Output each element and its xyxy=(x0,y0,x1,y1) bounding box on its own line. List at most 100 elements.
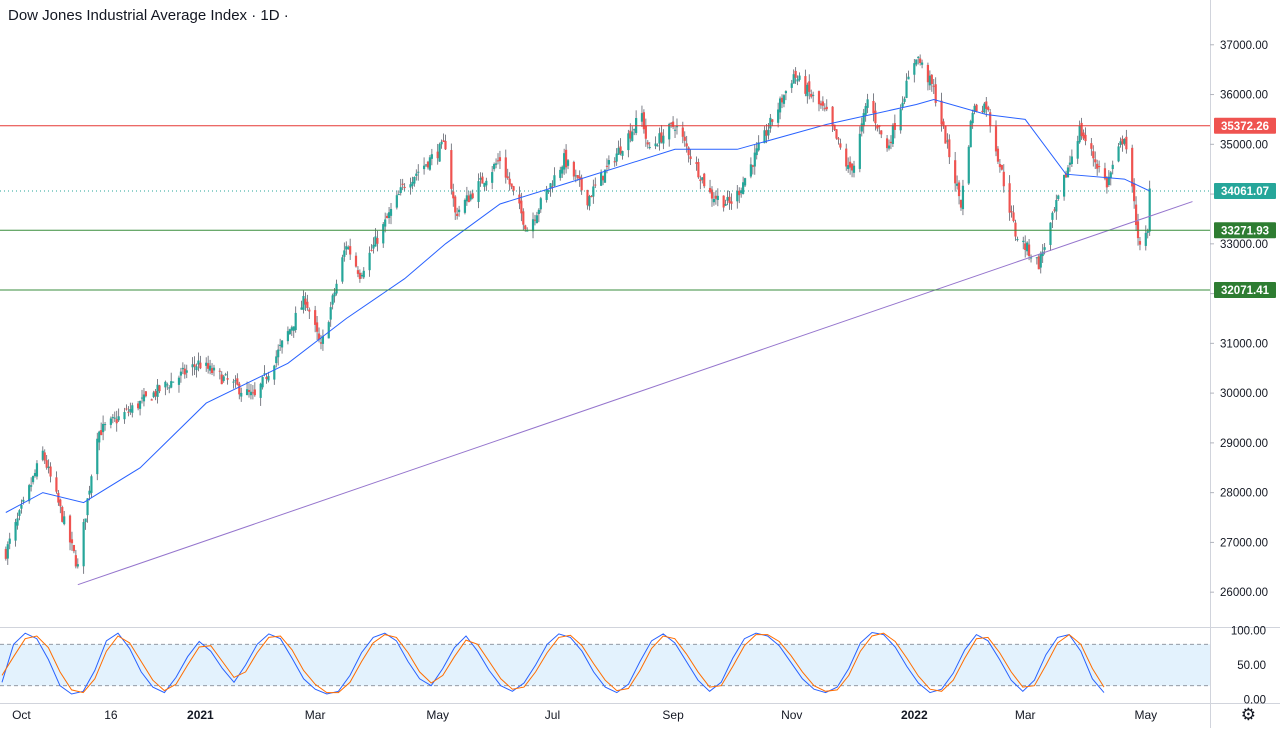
candle-down xyxy=(144,391,148,397)
candle-down xyxy=(695,162,698,164)
candle-up xyxy=(1148,188,1151,232)
candle-up xyxy=(526,230,529,232)
y-tick-label: 37000.00 xyxy=(1220,40,1268,52)
candle-down xyxy=(504,157,507,178)
y-tick-label: 26000.00 xyxy=(1220,587,1268,599)
y-tick-label: 28000.00 xyxy=(1220,488,1268,500)
candle-up xyxy=(673,129,677,131)
candle-up xyxy=(740,190,743,194)
candle-up xyxy=(343,250,346,257)
candle-up xyxy=(397,194,400,196)
candle-down xyxy=(722,195,725,208)
candle-up xyxy=(140,397,144,399)
candle-down xyxy=(930,74,933,84)
candle-up xyxy=(806,84,809,97)
candle-up xyxy=(812,94,815,96)
candle-up xyxy=(33,473,37,476)
candle-down xyxy=(1096,163,1099,169)
candle-up xyxy=(86,498,89,516)
candle-down xyxy=(926,64,930,83)
y-tick-label: 31000.00 xyxy=(1220,338,1268,350)
candle-up xyxy=(712,199,716,203)
candle-up xyxy=(168,387,171,389)
candle-down xyxy=(358,272,361,279)
candle-up xyxy=(790,83,793,88)
candle-up xyxy=(280,340,284,348)
candle-up xyxy=(592,186,595,197)
candle-up xyxy=(96,438,99,475)
candle-down xyxy=(308,309,311,312)
candle-down xyxy=(199,362,202,369)
candle-up xyxy=(662,135,665,144)
candle-up xyxy=(111,417,114,419)
candle-up xyxy=(491,172,494,183)
support-price-tag xyxy=(1214,222,1276,239)
candle-down xyxy=(55,477,58,492)
last-price-price-tag xyxy=(1214,183,1276,200)
candle-up xyxy=(668,123,671,140)
candle-up xyxy=(887,145,891,149)
candle-up xyxy=(716,195,719,200)
candle-down xyxy=(401,183,404,185)
candle-down xyxy=(831,106,834,127)
candle-down xyxy=(819,103,823,106)
candle-up xyxy=(615,153,618,162)
candle-down xyxy=(794,70,797,78)
candle-up xyxy=(847,165,850,170)
candle-down xyxy=(72,545,76,552)
candle-down xyxy=(467,195,470,203)
candle-up xyxy=(566,160,570,166)
candle-down xyxy=(697,162,700,178)
y-tick-label: 27000.00 xyxy=(1220,537,1268,549)
candle-up xyxy=(627,133,630,151)
candle-down xyxy=(315,322,319,332)
candle-down xyxy=(1121,138,1124,145)
candle-down xyxy=(839,143,842,148)
candle-up xyxy=(164,381,167,388)
candle-up xyxy=(90,476,93,493)
y-tick-label: 30000.00 xyxy=(1220,388,1268,400)
candle-up xyxy=(483,183,486,187)
candle-up xyxy=(1016,239,1019,241)
candle-down xyxy=(685,143,688,147)
candle-up xyxy=(113,417,116,419)
candle-down xyxy=(810,93,813,97)
candle-down xyxy=(386,215,389,219)
candle-down xyxy=(1090,143,1093,149)
candle-up xyxy=(368,252,371,271)
candle-down xyxy=(1131,147,1134,187)
candle-down xyxy=(1053,209,1056,211)
candle-down xyxy=(452,191,455,199)
candle-up xyxy=(640,113,644,122)
candle-down xyxy=(520,200,523,214)
candle-down xyxy=(605,165,609,167)
candle-up xyxy=(430,154,433,159)
candle-down xyxy=(948,139,951,158)
candle-up xyxy=(300,307,303,310)
candle-up xyxy=(607,160,610,165)
settings-gear-icon[interactable]: ⚙ xyxy=(1240,705,1256,724)
oscillator-tick-label: 0.00 xyxy=(1244,695,1266,707)
candle-up xyxy=(920,62,924,65)
candle-up xyxy=(457,209,461,213)
candle-down xyxy=(765,130,768,136)
candle-down xyxy=(158,385,161,392)
candle-down xyxy=(49,466,52,477)
candle-up xyxy=(603,169,607,183)
candle-up xyxy=(862,113,865,127)
candle-up xyxy=(360,274,363,277)
candle-up xyxy=(422,165,426,170)
candle-up xyxy=(321,336,325,344)
candle-up xyxy=(103,424,107,426)
candle-up xyxy=(559,169,562,178)
candle-down xyxy=(1002,171,1005,187)
candle-up xyxy=(1109,172,1112,179)
candle-down xyxy=(837,138,840,140)
x-tick-label: Sep xyxy=(662,708,684,722)
candle-up xyxy=(362,270,365,278)
candle-down xyxy=(512,186,515,191)
candle-up xyxy=(18,510,21,516)
candle-down xyxy=(699,179,702,181)
x-tick-label: 16 xyxy=(104,708,118,722)
